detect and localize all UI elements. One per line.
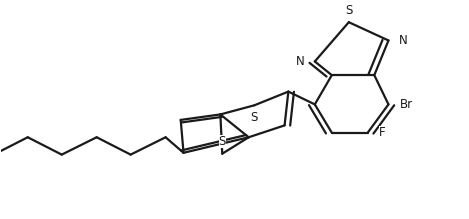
Text: Br: Br bbox=[400, 98, 413, 111]
Text: S: S bbox=[345, 4, 353, 17]
Text: N: N bbox=[399, 34, 408, 47]
Text: N: N bbox=[296, 55, 304, 68]
Text: S: S bbox=[219, 135, 226, 148]
Text: F: F bbox=[379, 126, 386, 139]
Text: S: S bbox=[250, 111, 258, 124]
